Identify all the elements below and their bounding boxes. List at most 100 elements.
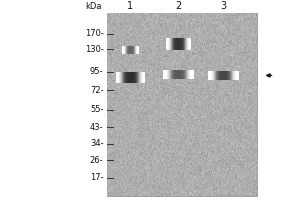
Bar (134, 72, 135, 83)
Bar (174, 70, 175, 79)
Bar (123, 72, 124, 83)
Bar (176, 38, 177, 50)
Bar (231, 71, 232, 80)
Bar (214, 71, 215, 80)
Bar (186, 38, 187, 50)
Bar (177, 38, 178, 50)
Bar (230, 71, 231, 80)
Bar (189, 38, 190, 50)
Bar (170, 70, 171, 79)
Bar (132, 72, 133, 83)
Bar (233, 71, 234, 80)
Bar (175, 38, 176, 50)
Bar (167, 70, 168, 79)
Bar (220, 71, 221, 80)
Bar (181, 38, 182, 50)
Bar (221, 71, 222, 80)
Bar (191, 70, 192, 79)
Bar (232, 71, 233, 80)
Text: 1: 1 (128, 1, 134, 11)
Bar (118, 72, 119, 83)
Bar (227, 71, 228, 80)
Bar (228, 71, 229, 80)
Bar (139, 72, 140, 83)
Bar (234, 71, 235, 80)
Bar (129, 72, 130, 83)
Bar (138, 72, 139, 83)
Text: 3: 3 (220, 1, 226, 11)
Bar (140, 72, 141, 83)
Bar (166, 38, 167, 50)
Bar (125, 72, 126, 83)
Bar (192, 70, 193, 79)
Bar (169, 38, 170, 50)
Bar (235, 71, 236, 80)
Bar (212, 71, 213, 80)
Bar (169, 70, 170, 79)
Bar (210, 71, 211, 80)
Text: 2: 2 (176, 1, 182, 11)
Bar (193, 70, 194, 79)
Bar (184, 38, 185, 50)
Bar (219, 71, 220, 80)
Bar (223, 71, 224, 80)
Bar (173, 70, 174, 79)
Bar (145, 72, 146, 83)
Bar (171, 38, 172, 50)
Bar (106, 13, 256, 196)
Bar (178, 38, 179, 50)
Bar (164, 70, 165, 79)
Bar (130, 72, 131, 83)
Bar (186, 70, 187, 79)
Bar (189, 70, 190, 79)
Bar (131, 72, 132, 83)
Bar (188, 38, 189, 50)
Bar (190, 38, 191, 50)
Bar (121, 72, 122, 83)
Bar (226, 71, 227, 80)
Bar (187, 38, 188, 50)
Bar (229, 71, 230, 80)
Bar (183, 70, 184, 79)
Text: 170-: 170- (85, 29, 104, 38)
Bar (167, 38, 168, 50)
Bar (143, 72, 144, 83)
Bar (165, 70, 166, 79)
Bar (181, 70, 182, 79)
Bar (117, 72, 118, 83)
Bar (182, 70, 183, 79)
Bar (168, 70, 169, 79)
Text: 26-: 26- (90, 156, 104, 165)
Bar (169, 70, 170, 79)
Bar (174, 38, 175, 50)
Bar (216, 71, 217, 80)
Bar (178, 70, 179, 79)
Bar (172, 70, 173, 79)
Bar (183, 38, 184, 50)
Bar (179, 38, 180, 50)
Bar (172, 38, 173, 50)
Bar (209, 71, 210, 80)
Bar (173, 38, 174, 50)
Bar (136, 72, 137, 83)
Bar (187, 70, 188, 79)
Bar (182, 38, 183, 50)
Bar (225, 71, 226, 80)
Bar (126, 72, 127, 83)
Bar (170, 38, 171, 50)
Bar (135, 72, 136, 83)
Text: kDa: kDa (85, 2, 102, 11)
Text: 130-: 130- (85, 45, 104, 54)
Bar (120, 72, 121, 83)
Bar (185, 38, 186, 50)
Bar (166, 70, 167, 79)
Bar (169, 38, 170, 50)
Text: 72-: 72- (90, 86, 104, 95)
Text: 95-: 95- (90, 67, 104, 76)
Bar (224, 71, 225, 80)
Bar (133, 72, 134, 83)
Bar (137, 72, 138, 83)
Bar (127, 72, 128, 83)
Bar (208, 71, 209, 80)
Bar (175, 70, 176, 79)
